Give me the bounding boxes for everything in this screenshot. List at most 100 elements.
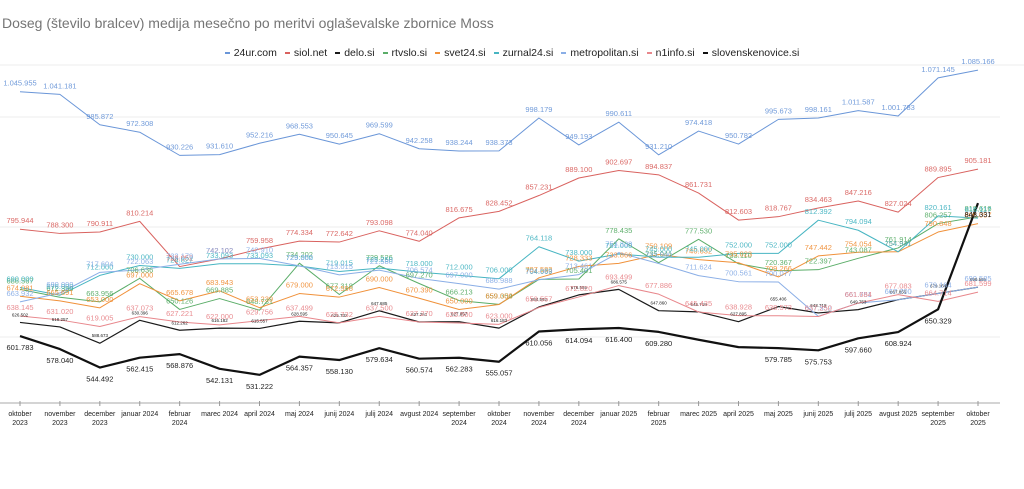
data-label: 816.117 (965, 205, 992, 214)
data-label: 700.561 (725, 269, 752, 278)
data-label: 713.015 (326, 262, 353, 271)
data-label: 998.179 (525, 105, 552, 114)
data-label: 615.557 (251, 318, 268, 323)
data-label: 531.222 (246, 382, 273, 391)
x-tick-label: december (84, 411, 116, 418)
data-label: 754.941 (885, 239, 912, 248)
legend-swatch (646, 52, 652, 55)
legend-item-svet24-si[interactable]: svet24.si (435, 47, 486, 59)
data-label: 712.000 (446, 262, 473, 271)
data-label: 847.216 (845, 188, 872, 197)
data-label: 686.567 (6, 276, 33, 285)
data-label: 544.492 (86, 375, 113, 384)
data-label: 938.373 (485, 138, 512, 147)
x-tick-label: 2025 (970, 420, 986, 427)
data-label: 820.161 (925, 203, 952, 212)
data-label: 661.684 (845, 290, 872, 299)
x-tick-label: maj 2025 (764, 411, 793, 418)
legend-item-siol-net[interactable]: siol.net (284, 47, 328, 59)
data-label: 619.005 (86, 314, 113, 323)
data-label: 793.098 (366, 218, 393, 227)
data-label: 720.367 (765, 258, 792, 267)
data-label: 679.164 (930, 283, 947, 288)
x-tick-label: november (44, 411, 76, 418)
data-label: 558.130 (326, 367, 353, 376)
data-label: 733.093 (246, 251, 273, 260)
legend-item-zurnal24-si[interactable]: zurnal24.si (493, 47, 553, 59)
data-label: 664.714 (925, 288, 952, 297)
data-label: 790.911 (87, 219, 114, 228)
data-label: 1.011.587 (842, 98, 875, 107)
data-label: 627.221 (166, 309, 193, 318)
legend-item-slovenskenovice-si[interactable]: slovenskenovice.si (702, 47, 799, 59)
x-tick-label: 2023 (92, 420, 108, 427)
legend-item-delo-si[interactable]: delo.si (335, 47, 375, 59)
data-label: 733.866 (605, 250, 632, 259)
x-tick-label: 2025 (930, 420, 946, 427)
data-label: 679.000 (286, 281, 313, 290)
x-tick-label: oktober (487, 411, 511, 418)
data-label: 616.183 (491, 318, 508, 323)
data-label: 706.636 (126, 265, 153, 274)
data-label: 968.553 (286, 121, 313, 130)
legend-swatch (284, 52, 290, 55)
data-label: 761.914 (885, 235, 912, 244)
data-label: 712.000 (86, 262, 113, 271)
data-label: 706.574 (406, 265, 433, 274)
data-label: 690.000 (6, 275, 33, 284)
series-line-slovenskenovice-si (19, 202, 980, 376)
data-label: 610.056 (525, 338, 552, 347)
legend-item-rtvslo-si[interactable]: rtvslo.si (382, 47, 427, 59)
series-lines (19, 69, 980, 376)
legend-label: siol.net (293, 47, 328, 59)
x-tick-label: april 2024 (244, 411, 275, 418)
x-tick-label: februar (169, 411, 192, 418)
data-label: 677.886 (645, 281, 672, 290)
data-label: 828.452 (485, 198, 512, 207)
data-label: 672.596 (326, 284, 353, 293)
data-label: 638.573 (765, 303, 792, 312)
data-label: 608.924 (885, 339, 912, 348)
data-label: 627.251 (411, 312, 428, 317)
legend-item-metropolitan-si[interactable]: metropolitan.si (561, 47, 639, 59)
legend-swatch (493, 52, 499, 55)
data-label: 722.397 (805, 257, 832, 266)
data-label: 700.077 (765, 269, 792, 278)
data-label: 667.700 (885, 287, 912, 296)
data-label: 643.718 (810, 303, 827, 308)
data-label: 579.785 (765, 355, 792, 364)
data-label: 659.354 (485, 291, 512, 300)
data-label: 995.673 (765, 106, 792, 115)
legend-swatch (561, 52, 567, 55)
data-label: 740.632 (685, 247, 712, 256)
data-label: 857.231 (525, 183, 552, 192)
data-label: 568.876 (166, 361, 193, 370)
data-label: 772.642 (326, 229, 353, 238)
x-tick-label: april 2025 (723, 411, 754, 418)
data-label: 677.318 (326, 281, 353, 290)
data-label: 647.685 (371, 301, 388, 306)
data-label: 650.126 (166, 296, 193, 305)
data-label: 774.040 (406, 228, 433, 237)
data-label: 931.610 (206, 142, 233, 151)
data-label: 931.210 (645, 142, 672, 151)
legend-item-24ur-com[interactable]: 24ur.com (224, 47, 277, 59)
data-label: 649.753 (850, 300, 867, 305)
data-label: 653.557 (525, 295, 552, 304)
x-tick-label: oktober (8, 411, 32, 418)
data-label: 690.585 (964, 274, 991, 283)
data-label: 697.000 (126, 271, 153, 280)
data-label: 818.616 (964, 204, 991, 213)
data-label: 743.087 (845, 245, 872, 254)
data-label: 588.673 (92, 333, 109, 338)
data-label: 612.262 (172, 320, 189, 325)
data-label: 729.352 (286, 253, 313, 262)
x-tick-label: januar 2024 (120, 411, 158, 418)
data-label: 788.300 (46, 220, 73, 229)
data-label: 777.530 (685, 226, 712, 235)
data-label: 560.574 (406, 366, 433, 375)
legend-item-n1info-si[interactable]: n1info.si (646, 47, 695, 59)
series-line-zurnal24-si (19, 215, 979, 296)
legend-label: svet24.si (444, 47, 486, 59)
